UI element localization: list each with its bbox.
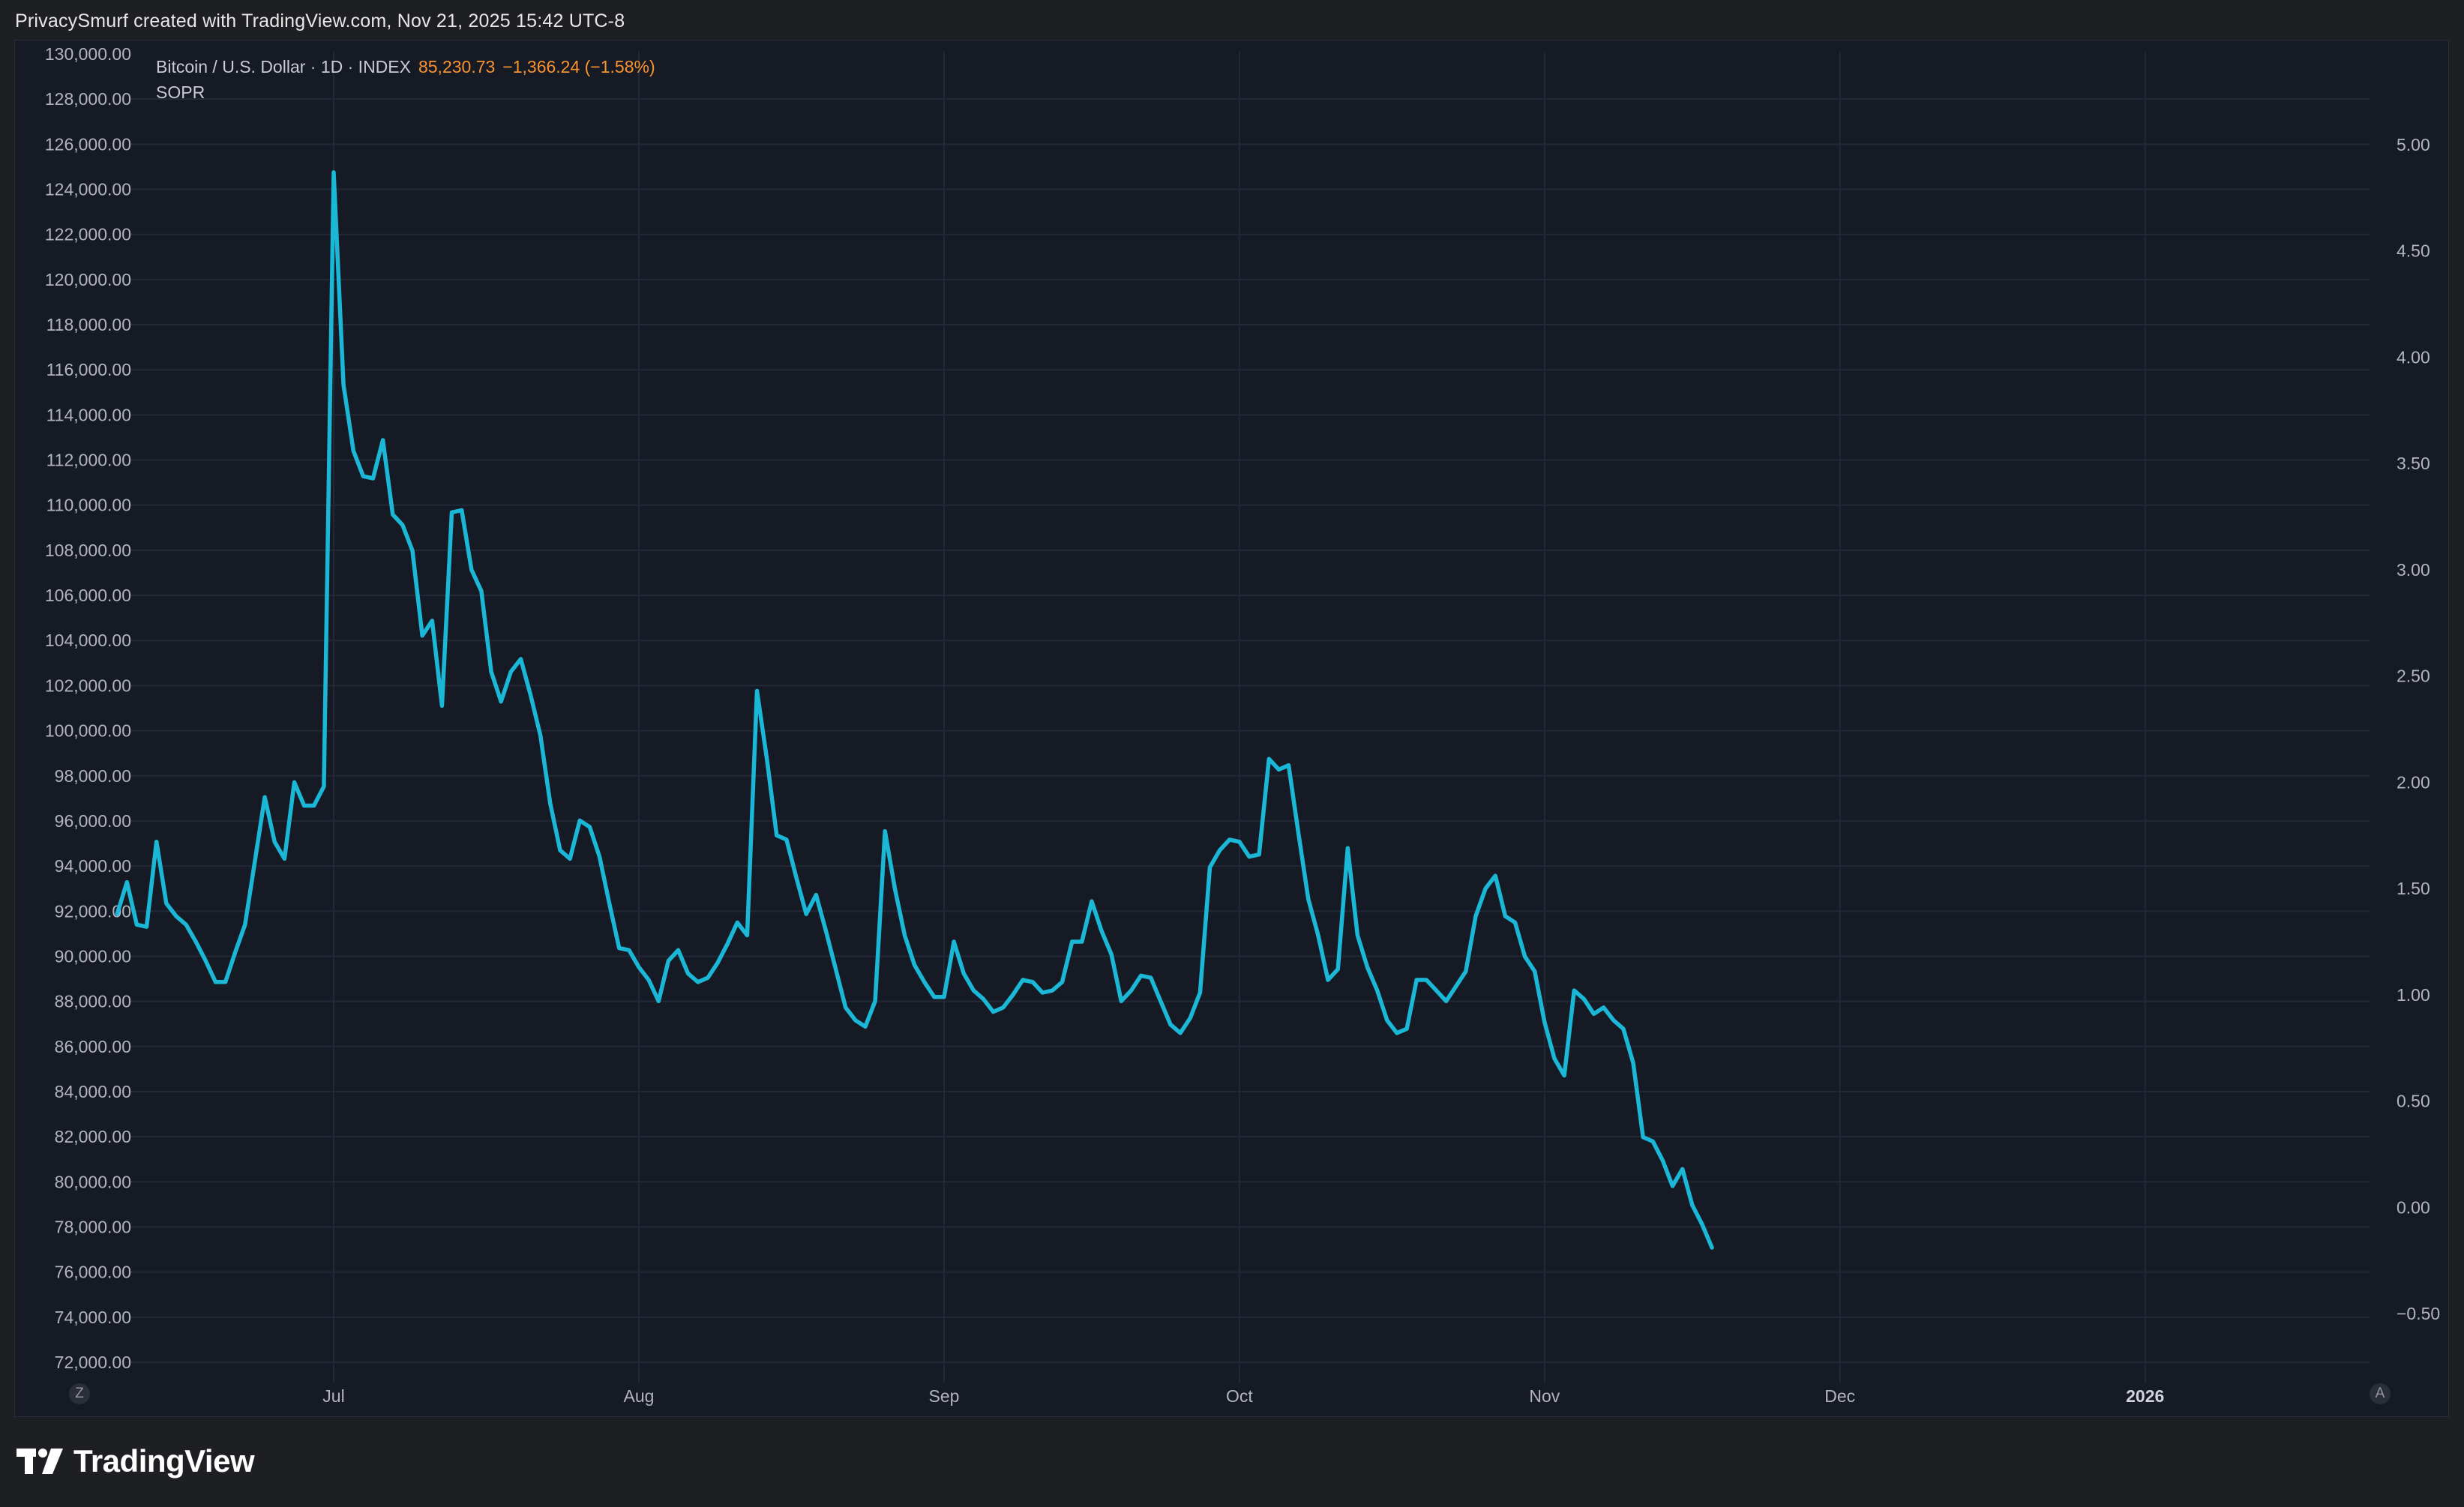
- left-axis-tick-label: 72,000.00: [55, 1353, 131, 1372]
- right-axis-tick-label: 4.50: [2397, 241, 2430, 261]
- right-axis-tick-label: −0.50: [2397, 1304, 2440, 1323]
- left-axis-tick-label: 128,000.00: [45, 89, 131, 109]
- price-change: −1,366.24 (−1.58%): [502, 57, 655, 76]
- auto-scale-button[interactable]: A: [2370, 1383, 2391, 1404]
- brand-name: TradingView: [73, 1443, 255, 1479]
- right-axis-tick-label: 3.50: [2397, 454, 2430, 473]
- x-axis-label: 2026: [2126, 1386, 2164, 1406]
- chart-legend: Bitcoin / U.S. Dollar · 1D · INDEX 85,230…: [156, 54, 655, 105]
- left-axis-tick-label: 104,000.00: [45, 631, 131, 650]
- left-axis-tick-label: 120,000.00: [45, 270, 131, 289]
- left-axis-tick-label: 76,000.00: [55, 1263, 131, 1282]
- right-axis-tick-label: 4.00: [2397, 347, 2430, 367]
- left-axis-tick-label: 90,000.00: [55, 946, 131, 966]
- x-axis-label: Aug: [624, 1386, 655, 1406]
- right-axis-tick-label: 1.50: [2397, 879, 2430, 898]
- last-price: 85,230.73: [418, 57, 496, 76]
- x-axis-label: Dec: [1824, 1386, 1855, 1406]
- chart-panel[interactable]: 130,000.00 128,000.00 126,000.00 124,000.00…: [14, 40, 2449, 1417]
- left-axis-tick-label: 122,000.00: [45, 225, 131, 244]
- left-axis-tick-label: 116,000.00: [46, 360, 131, 379]
- right-axis-tick-label: 2.00: [2397, 772, 2430, 792]
- footer-logo[interactable]: TradingView: [16, 1443, 255, 1479]
- x-axis-label: Jul: [322, 1386, 344, 1406]
- right-axis-tick-label: 2.50: [2397, 667, 2430, 686]
- symbol-label: Bitcoin / U.S. Dollar · 1D · INDEX: [156, 57, 411, 76]
- left-axis-tick-label: 96,000.00: [55, 811, 131, 831]
- left-axis-tick-label: 74,000.00: [55, 1308, 131, 1327]
- left-axis-tick-label: 94,000.00: [55, 856, 131, 876]
- time-axis: Jul Aug Sep Oct Nov Dec 2026: [322, 1386, 2164, 1406]
- sopr-series: [115, 170, 1714, 1250]
- left-axis-tick-label: 86,000.00: [55, 1037, 131, 1056]
- symbol-legend-row[interactable]: Bitcoin / U.S. Dollar · 1D · INDEX 85,230…: [156, 54, 655, 79]
- left-axis-tick-label: 108,000.00: [45, 541, 131, 560]
- left-axis-tick-label: 118,000.00: [46, 315, 131, 334]
- attribution-text: PrivacySmurf created with TradingView.co…: [15, 10, 625, 31]
- z-button[interactable]: Z: [69, 1383, 90, 1404]
- left-axis-tick-label: 100,000.00: [45, 721, 131, 741]
- left-axis-tick-label: 98,000.00: [55, 766, 131, 786]
- left-axis-tick-label: 106,000.00: [45, 586, 131, 605]
- left-axis-tick-label: 80,000.00: [55, 1172, 131, 1191]
- left-price-axis: 130,000.00 128,000.00 126,000.00 124,000.00…: [45, 44, 131, 1372]
- indicator-label: SOPR: [156, 82, 205, 102]
- tradingview-logo-icon: [16, 1449, 63, 1474]
- right-sopr-axis: 5.00 4.50 4.00 3.50 3.00 2.50 2.00 1.50 1.00 0.50…: [2397, 135, 2440, 1323]
- sopr-line[interactable]: [115, 170, 1714, 1250]
- left-axis-tick-label: 82,000.00: [55, 1127, 131, 1146]
- right-axis-tick-label: 0.00: [2397, 1197, 2430, 1217]
- right-axis-tick-label: 0.50: [2397, 1092, 2430, 1111]
- left-axis-tick-label: 88,000.00: [55, 992, 131, 1011]
- left-axis-tick-label: 130,000.00: [45, 44, 131, 64]
- x-axis-label: Sep: [929, 1386, 960, 1406]
- chart-svg[interactable]: 130,000.00 128,000.00 126,000.00 124,000.00…: [15, 40, 2450, 1418]
- left-axis-tick-label: 114,000.00: [46, 405, 131, 424]
- indicator-legend-row[interactable]: SOPR: [156, 79, 655, 105]
- left-axis-tick-label: 112,000.00: [46, 451, 131, 470]
- grid-lines: [127, 52, 2370, 1383]
- left-axis-tick-label: 84,000.00: [55, 1082, 131, 1101]
- left-axis-tick-label: 110,000.00: [46, 496, 131, 515]
- left-axis-tick-label: 126,000.00: [45, 134, 131, 154]
- right-axis-tick-label: 5.00: [2397, 135, 2430, 154]
- left-axis-tick-label: 102,000.00: [45, 676, 131, 695]
- left-axis-tick-label: 78,000.00: [55, 1217, 131, 1236]
- x-axis-label: Oct: [1226, 1386, 1253, 1406]
- right-axis-tick-label: 1.00: [2397, 985, 2430, 1005]
- left-axis-tick-label: 124,000.00: [45, 180, 131, 199]
- x-axis-label: Nov: [1529, 1386, 1560, 1406]
- right-axis-tick-label: 3.00: [2397, 560, 2430, 580]
